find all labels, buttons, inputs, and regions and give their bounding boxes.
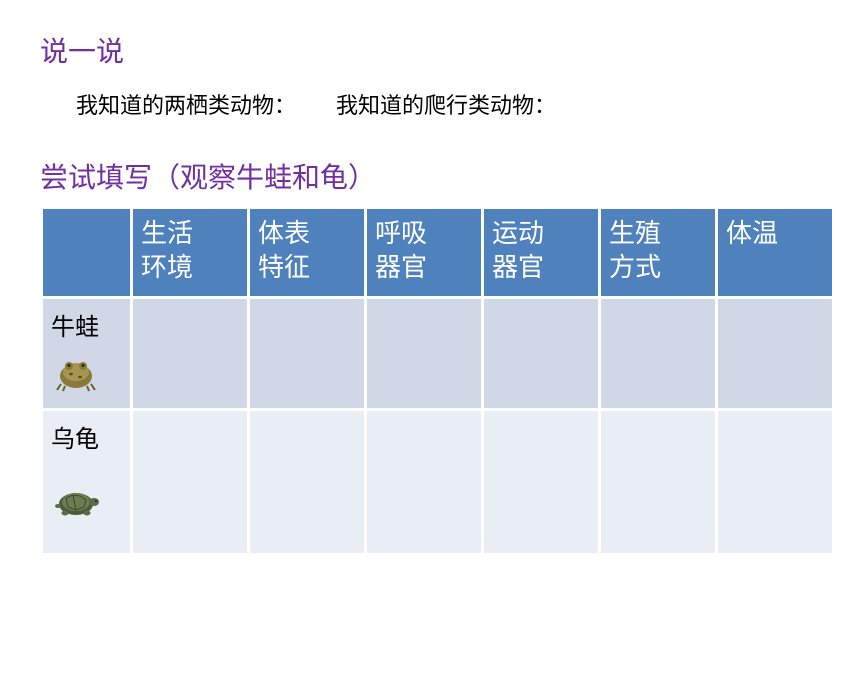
turtle-icon [51,480,101,522]
frog-label: 牛蛙 [51,307,99,342]
table-cell[interactable] [132,410,249,555]
section-heading-fill: 尝试填写（观察牛蛙和龟） [40,156,860,196]
section-heading-talk: 说一说 [40,30,860,70]
table-row: 牛蛙 [42,298,834,410]
table-cell[interactable] [600,410,717,555]
table-cell[interactable] [483,298,600,410]
frog-icon [51,350,101,392]
row-label-frog: 牛蛙 [42,298,132,410]
table-cell[interactable] [717,410,834,555]
table-cell[interactable] [249,298,366,410]
table-cell[interactable] [132,298,249,410]
comparison-table: 生活 环境 体表 特征 呼吸 器官 运动 器官 生殖 方式 体温 牛蛙 [40,206,835,556]
table-cell[interactable] [366,298,483,410]
table-header-surface: 体表 特征 [249,208,366,298]
table-header-env: 生活 环境 [132,208,249,298]
row-label-turtle: 乌龟 [42,410,132,555]
table-header-row: 生活 环境 体表 特征 呼吸 器官 运动 器官 生殖 方式 体温 [42,208,834,298]
table-header-blank [42,208,132,298]
prompt-amphibian: 我知道的两栖类动物： [76,88,296,120]
table-header-temp: 体温 [717,208,834,298]
table-header-move: 运动 器官 [483,208,600,298]
table-cell[interactable] [717,298,834,410]
table-header-breath: 呼吸 器官 [366,208,483,298]
table-cell[interactable] [600,298,717,410]
table-row: 乌龟 [42,410,834,555]
prompt-reptile: 我知道的爬行类动物： [336,88,556,120]
prompt-row: 我知道的两栖类动物： 我知道的爬行类动物： [76,88,860,120]
table-cell[interactable] [366,410,483,555]
table-cell[interactable] [483,410,600,555]
table-header-reproduce: 生殖 方式 [600,208,717,298]
turtle-label: 乌龟 [51,419,99,454]
table-cell[interactable] [249,410,366,555]
